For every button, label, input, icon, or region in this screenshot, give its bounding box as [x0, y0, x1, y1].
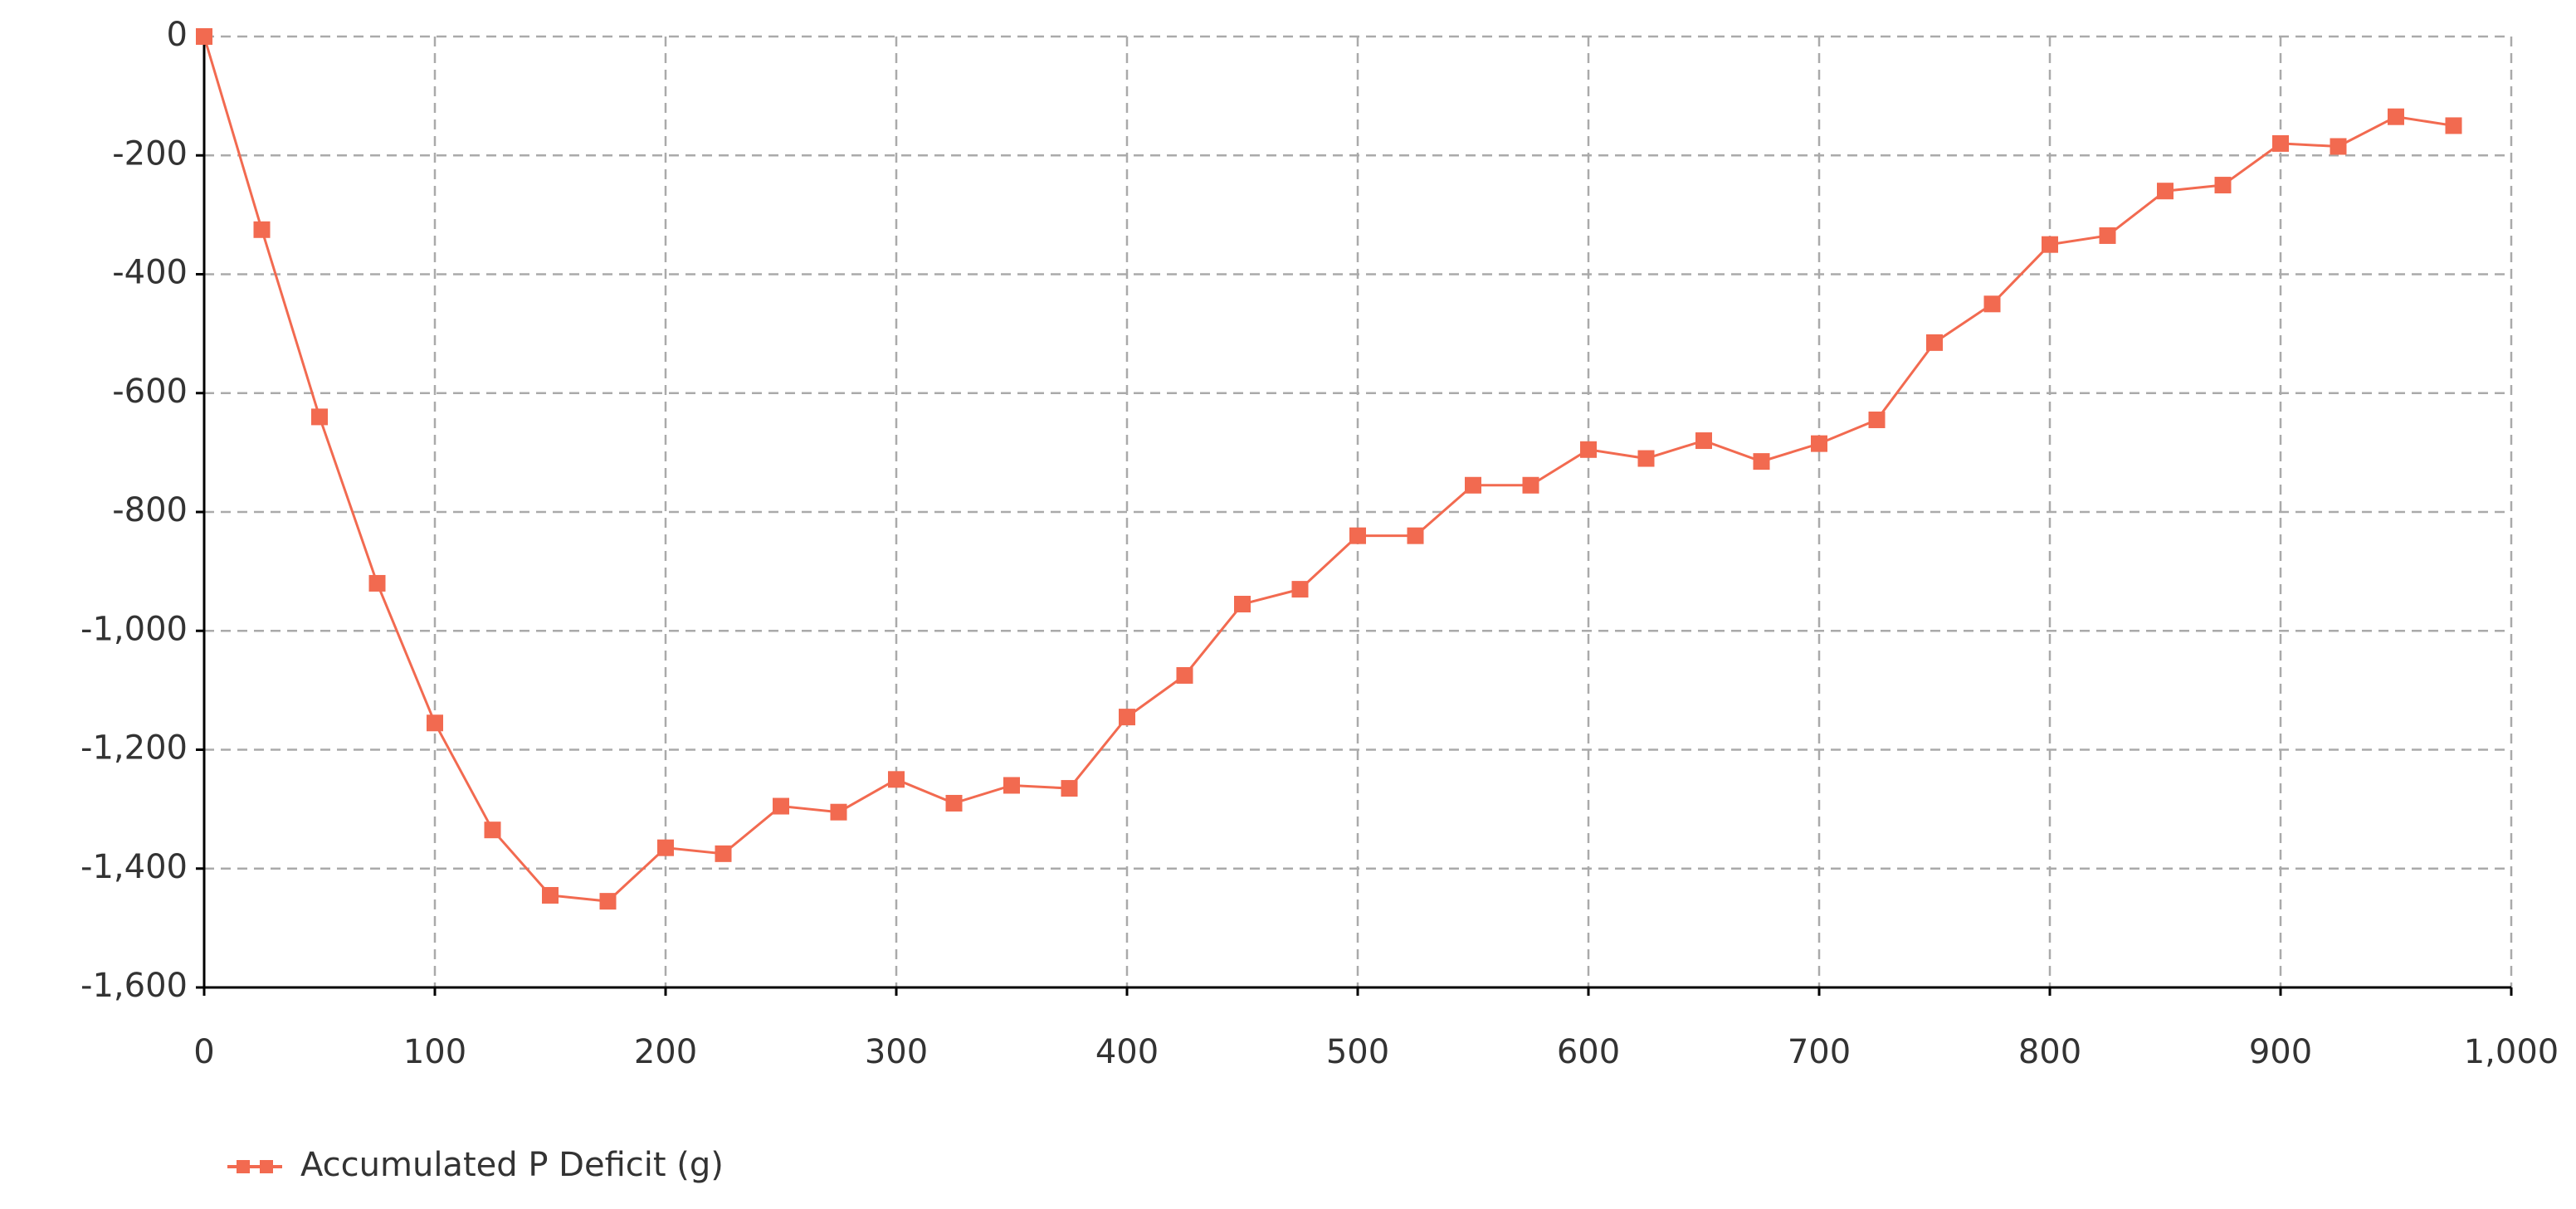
data-point	[1176, 666, 1193, 684]
x-tick-label: 700	[1788, 1033, 1851, 1071]
data-point	[888, 771, 905, 788]
data-point	[1753, 453, 1770, 470]
legend-label: Accumulated P Deficit (g)	[300, 1146, 724, 1184]
x-tick-label: 0	[193, 1033, 214, 1071]
data-point	[2445, 117, 2462, 134]
data-point	[2042, 236, 2058, 253]
x-tick-label: 200	[634, 1033, 697, 1071]
data-point	[1003, 777, 1020, 794]
y-tick-label: 0	[167, 16, 188, 54]
data-point	[368, 574, 386, 592]
y-tick-label: -1,600	[80, 967, 188, 1005]
data-point	[1811, 435, 1827, 452]
data-point	[1119, 709, 1135, 726]
data-point	[1407, 527, 1424, 544]
data-point	[1580, 441, 1597, 458]
data-point	[542, 886, 559, 904]
data-point	[830, 803, 847, 821]
data-point	[2330, 138, 2347, 155]
y-tick-label: -400	[112, 254, 188, 292]
y-tick-label: -1,400	[80, 848, 188, 886]
y-tick-label: -600	[112, 373, 188, 411]
x-tick-label: 1,000	[2464, 1033, 2559, 1071]
data-point	[2272, 134, 2289, 152]
data-point	[1695, 432, 1712, 450]
x-tick-label: 300	[865, 1033, 928, 1071]
data-point	[1234, 596, 1251, 613]
data-point	[1291, 581, 1309, 598]
data-point	[657, 839, 674, 856]
data-point	[2214, 177, 2232, 194]
x-tick-label: 800	[2018, 1033, 2081, 1071]
data-point	[1637, 450, 1655, 467]
y-tick-label: -1,000	[80, 610, 188, 648]
x-tick-label: 500	[1326, 1033, 1389, 1071]
data-point	[484, 821, 501, 839]
data-point	[1465, 476, 1481, 494]
data-point	[945, 794, 963, 812]
data-point	[1061, 780, 1078, 797]
data-point	[2157, 183, 2174, 200]
data-point	[1868, 411, 1886, 428]
data-point	[196, 28, 212, 45]
data-point	[253, 221, 271, 238]
data-point	[1349, 527, 1366, 544]
data-point	[1522, 476, 1539, 494]
data-point	[2099, 227, 2116, 244]
data-point	[1926, 334, 1943, 351]
x-tick-label: 900	[2249, 1033, 2312, 1071]
x-tick-label: 100	[403, 1033, 466, 1071]
data-point	[773, 797, 789, 815]
data-point	[599, 893, 617, 910]
data-point	[715, 845, 732, 862]
legend-marker	[260, 1160, 273, 1173]
y-tick-label: -800	[112, 491, 188, 529]
y-tick-label: -1,200	[80, 729, 188, 768]
data-point	[427, 714, 443, 732]
x-tick-label: 400	[1095, 1033, 1159, 1071]
x-tick-label: 600	[1557, 1033, 1620, 1071]
y-tick-label: -200	[112, 134, 188, 173]
data-point	[2388, 108, 2404, 125]
data-point	[1983, 295, 2001, 313]
legend-marker	[237, 1160, 250, 1173]
data-point	[311, 408, 328, 426]
series-line	[202, 36, 2454, 903]
